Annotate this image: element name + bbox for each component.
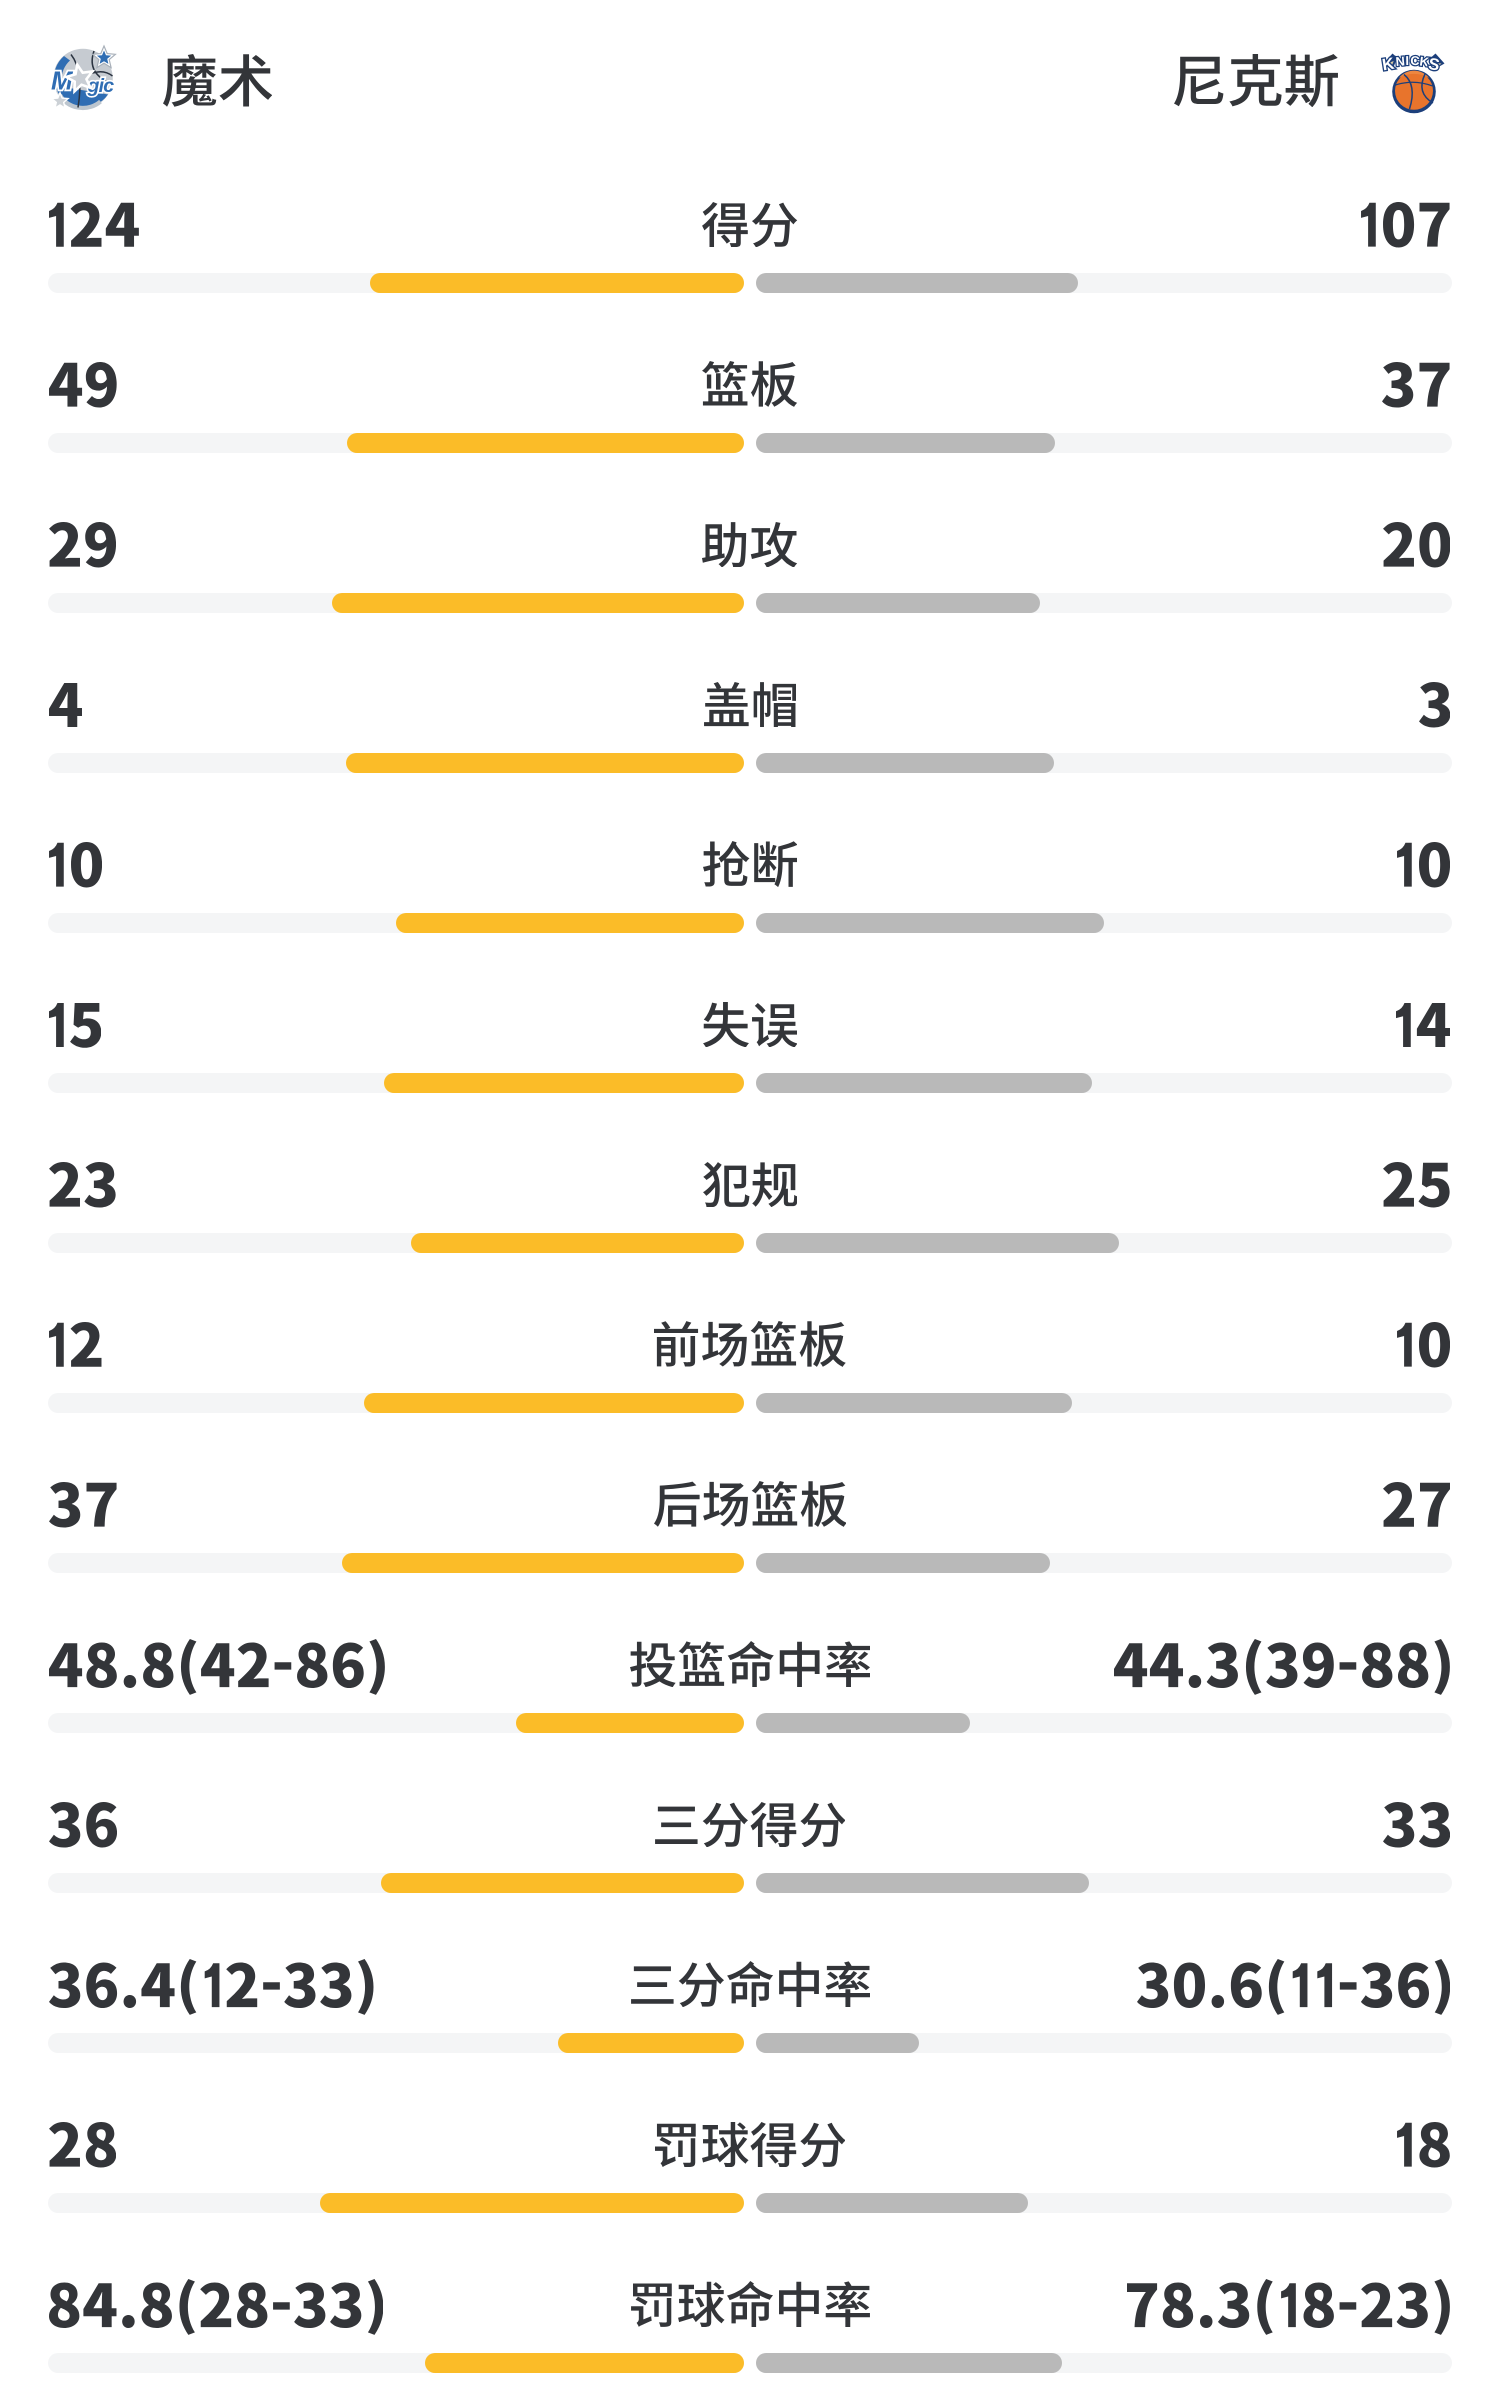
svg-text:K: K <box>1381 55 1396 75</box>
svg-text:K: K <box>1419 53 1431 69</box>
svg-text:C: C <box>1410 53 1420 68</box>
svg-text:I: I <box>1405 53 1409 68</box>
svg-text:M: M <box>51 66 74 96</box>
svg-text:S: S <box>1427 55 1441 75</box>
svg-text:N: N <box>1395 53 1406 69</box>
